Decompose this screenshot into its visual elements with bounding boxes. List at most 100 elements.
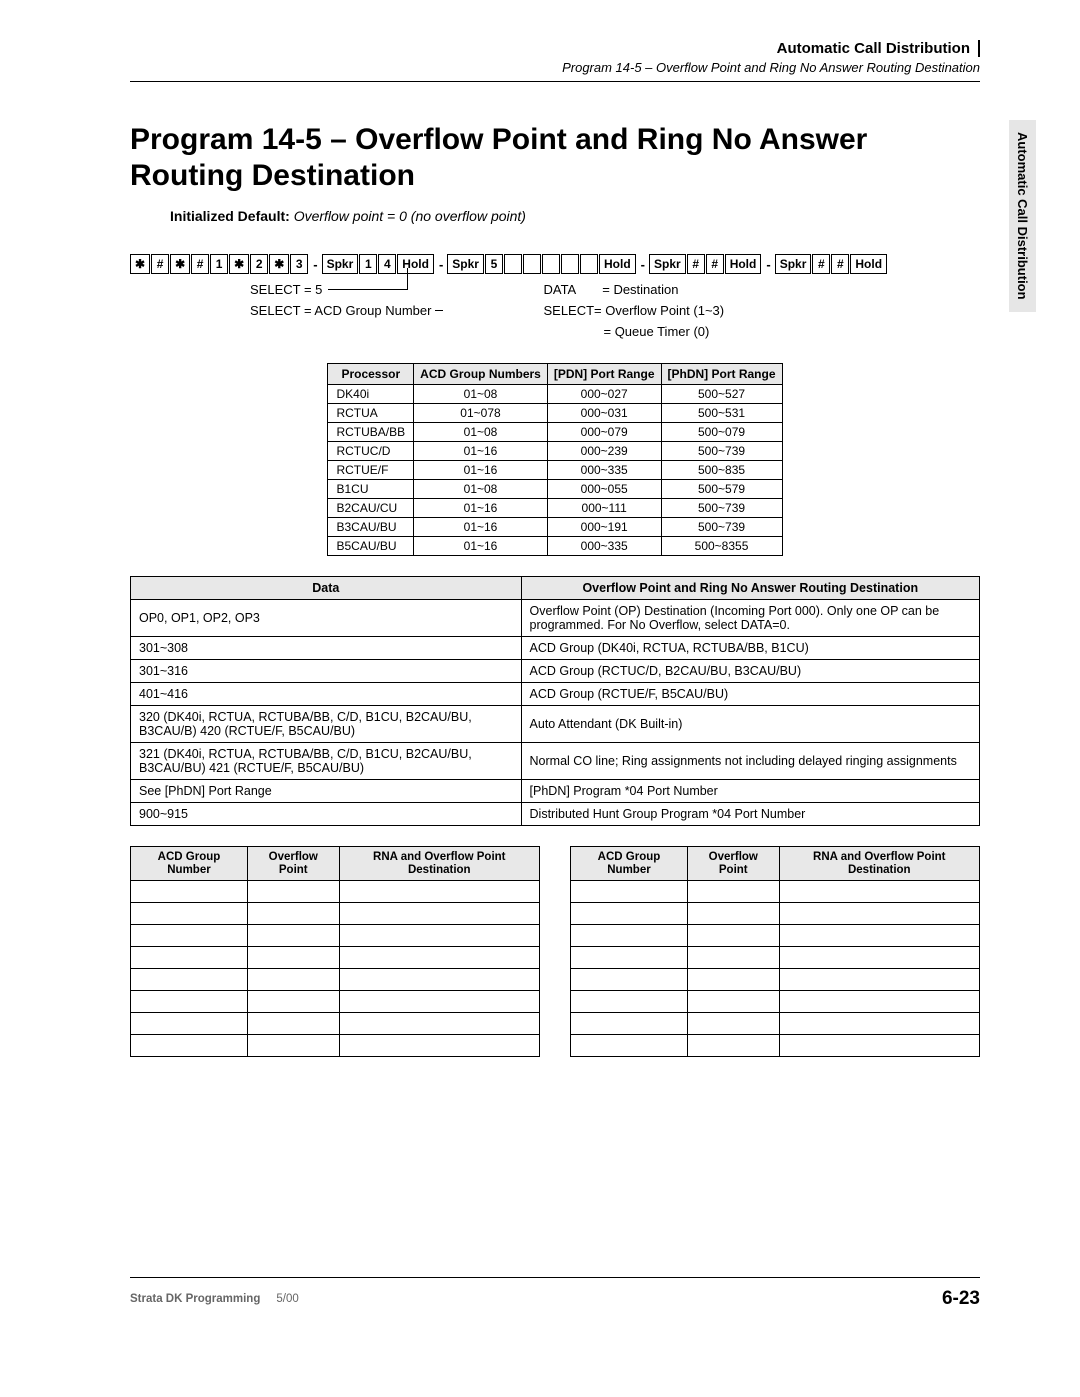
data-cell: 301~316: [131, 660, 522, 683]
proc-cell: RCTUA: [328, 404, 414, 423]
worksheet-cell: [571, 1035, 688, 1057]
key: #: [812, 254, 830, 274]
worksheet-header: ACD Group Number: [571, 847, 688, 881]
worksheet-cell: [571, 969, 688, 991]
dash: -: [637, 257, 649, 272]
dash: -: [762, 257, 774, 272]
key-hold: Hold: [850, 254, 887, 274]
worksheet-cell: [247, 1013, 339, 1035]
data-cell: ACD Group (RCTUC/D, B2CAU/BU, B3CAU/BU): [521, 660, 979, 683]
proc-cell: 01~16: [414, 461, 548, 480]
proc-cell: 000~335: [547, 461, 661, 480]
header-subtitle: Program 14-5 – Overflow Point and Ring N…: [130, 60, 980, 75]
proc-cell: 01~078: [414, 404, 548, 423]
dash: -: [435, 257, 447, 272]
data-cell: See [PhDN] Port Range: [131, 780, 522, 803]
data-cell: 401~416: [131, 683, 522, 706]
worksheet-cell: [779, 1013, 979, 1035]
worksheet-table-right: ACD Group NumberOverflow PointRNA and Ov…: [570, 846, 980, 1057]
proc-cell: RCTUBA/BB: [328, 423, 414, 442]
worksheet-cell: [247, 881, 339, 903]
data-header: Data: [131, 577, 522, 600]
key-spkr: Spkr: [649, 254, 686, 274]
footer-date: 5/00: [276, 1293, 298, 1305]
worksheet-cell: [779, 903, 979, 925]
key-blank: [504, 254, 522, 274]
proc-cell: 01~16: [414, 537, 548, 556]
worksheet-cell: [687, 1035, 779, 1057]
worksheet-header: Overflow Point: [247, 847, 339, 881]
key: 3: [290, 254, 308, 274]
proc-cell: 500~835: [661, 461, 782, 480]
proc-cell: 500~739: [661, 442, 782, 461]
worksheet-cell: [779, 969, 979, 991]
worksheet-header: RNA and Overflow Point Destination: [779, 847, 979, 881]
proc-cell: 000~335: [547, 537, 661, 556]
data-cell: 900~915: [131, 803, 522, 826]
note-data-label: DATA: [543, 282, 576, 297]
key: 1: [210, 254, 228, 274]
worksheet-header: RNA and Overflow Point Destination: [339, 847, 539, 881]
proc-header: ACD Group Numbers: [414, 364, 548, 385]
worksheet-cell: [131, 903, 248, 925]
worksheet-cell: [779, 925, 979, 947]
proc-cell: 01~16: [414, 442, 548, 461]
data-cell: ACD Group (DK40i, RCTUA, RCTUBA/BB, B1CU…: [521, 637, 979, 660]
worksheet-cell: [687, 1013, 779, 1035]
data-cell: Overflow Point (OP) Destination (Incomin…: [521, 600, 979, 637]
page-footer: Strata DK Programming 5/00 6-23: [130, 1277, 980, 1310]
data-cell: OP0, OP1, OP2, OP3: [131, 600, 522, 637]
proc-cell: DK40i: [328, 385, 414, 404]
key: #: [151, 254, 169, 274]
key: #: [706, 254, 724, 274]
worksheet-cell: [339, 991, 539, 1013]
data-cell: 301~308: [131, 637, 522, 660]
key-blank: [542, 254, 560, 274]
footer-product-name: Strata DK Programming: [130, 1293, 260, 1305]
proc-cell: 500~079: [661, 423, 782, 442]
worksheet-cell: [339, 903, 539, 925]
worksheet-cell: [131, 947, 248, 969]
proc-cell: B5CAU/BU: [328, 537, 414, 556]
proc-cell: B2CAU/CU: [328, 499, 414, 518]
key-spkr: Spkr: [447, 254, 484, 274]
footer-product: Strata DK Programming 5/00: [130, 1293, 299, 1305]
key-sequence: ✱ # ✱ # 1 ✱ 2 ✱ 3 - Spkr 1 4 Hold - Spkr…: [130, 254, 980, 274]
worksheet-cell: [571, 991, 688, 1013]
worksheet-cell: [339, 881, 539, 903]
proc-cell: RCTUC/D: [328, 442, 414, 461]
worksheet-table-left: ACD Group NumberOverflow PointRNA and Ov…: [130, 846, 540, 1057]
worksheet-cell: [687, 903, 779, 925]
worksheet-cell: [247, 925, 339, 947]
key-hold: Hold: [599, 254, 636, 274]
page-header: Automatic Call Distribution Program 14-5…: [130, 40, 980, 82]
proc-cell: 01~16: [414, 499, 548, 518]
key: ✱: [229, 254, 249, 274]
proc-cell: 000~055: [547, 480, 661, 499]
data-cell: 321 (DK40i, RCTUA, RCTUBA/BB, C/D, B1CU,…: [131, 743, 522, 780]
worksheet-cell: [687, 881, 779, 903]
data-cell: Auto Attendant (DK Built-in): [521, 706, 979, 743]
init-default-label: Initialized Default:: [170, 208, 290, 224]
worksheet-cell: [687, 947, 779, 969]
note-select-overflow: SELECT= Overflow Point (1~3): [543, 303, 724, 318]
worksheet-tables: ACD Group NumberOverflow PointRNA and Ov…: [130, 846, 980, 1057]
data-cell: [PhDN] Program *04 Port Number: [521, 780, 979, 803]
proc-cell: 01~08: [414, 480, 548, 499]
proc-header: [PhDN] Port Range: [661, 364, 782, 385]
worksheet-cell: [571, 1013, 688, 1035]
worksheet-cell: [247, 969, 339, 991]
initialized-default: Initialized Default: Overflow point = 0 …: [170, 208, 980, 224]
key: #: [191, 254, 209, 274]
worksheet-cell: [779, 991, 979, 1013]
worksheet-cell: [687, 991, 779, 1013]
page-title: Program 14-5 – Overflow Point and Ring N…: [130, 122, 980, 194]
worksheet-cell: [131, 969, 248, 991]
key-blank: [561, 254, 579, 274]
key: 5: [485, 254, 503, 274]
processor-table: ProcessorACD Group Numbers[PDN] Port Ran…: [327, 363, 782, 556]
dash: -: [309, 257, 321, 272]
worksheet-cell: [779, 881, 979, 903]
worksheet-cell: [247, 991, 339, 1013]
worksheet-cell: [131, 881, 248, 903]
